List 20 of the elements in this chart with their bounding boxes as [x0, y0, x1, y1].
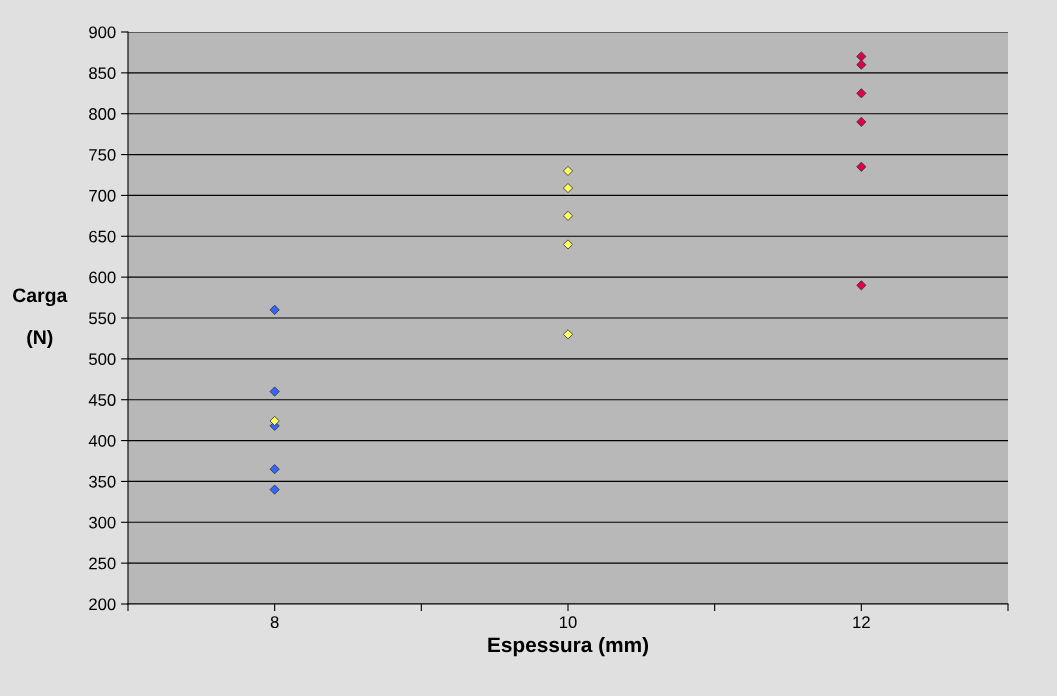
y-tick-label: 300: [89, 516, 116, 529]
y-tick-label: 700: [89, 189, 116, 202]
y-tick-label: 600: [89, 271, 116, 284]
x-axis-title: Espessura (mm): [488, 636, 649, 657]
x-tick-label: 10: [560, 616, 577, 629]
y-tick-label: 750: [89, 148, 116, 161]
y-tick-label: 400: [88, 434, 116, 447]
y-tick-label: 500: [89, 353, 116, 366]
x-tick-label: 8: [270, 616, 279, 629]
y-tick-label: 550: [89, 312, 116, 325]
text: Carga (N): [13, 288, 68, 349]
y-tick-label: 450: [88, 394, 116, 406]
y-tick-label: 850: [89, 67, 116, 80]
y-tick-label: 900: [89, 26, 116, 39]
y-tick-label: 200: [89, 598, 116, 611]
y-tick-label: 250: [89, 557, 116, 570]
y-tick-label: 350: [89, 475, 116, 488]
y-tick-label: 800: [89, 108, 116, 120]
y-tick-label: 650: [89, 230, 116, 243]
x-tick-label: 12: [853, 616, 870, 628]
